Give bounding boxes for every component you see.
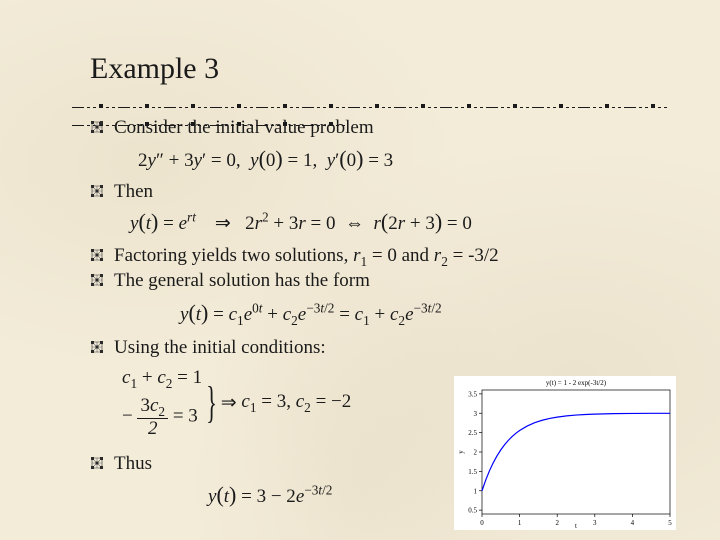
bullet-text: Using the initial conditions: bbox=[114, 336, 326, 360]
svg-text:1: 1 bbox=[474, 487, 478, 495]
bullet-item: Consider the initial value problem bbox=[90, 116, 374, 140]
svg-text:2: 2 bbox=[555, 519, 559, 527]
bullet-item: Using the initial conditions: bbox=[90, 336, 326, 360]
bullet-icon bbox=[90, 248, 104, 262]
bullet-text: Then bbox=[114, 180, 153, 204]
svg-text:0: 0 bbox=[480, 519, 484, 527]
bullet-icon bbox=[90, 120, 104, 134]
bullet-icon bbox=[90, 340, 104, 354]
svg-text:3: 3 bbox=[474, 410, 478, 418]
bullet-icon bbox=[90, 456, 104, 470]
svg-text:4: 4 bbox=[631, 519, 635, 527]
bullet-icon bbox=[90, 273, 104, 287]
equation-ode: 2y″ + 3y′ = 0, y(0) = 1, y′(0) = 3 bbox=[138, 146, 393, 172]
equation-final: y(t) = 3 − 2e−3t/2 bbox=[208, 482, 332, 508]
bullet-text: Thus bbox=[114, 452, 152, 476]
bullet-item: Then bbox=[90, 180, 153, 204]
svg-text:3.5: 3.5 bbox=[468, 390, 477, 398]
bullet-item: The general solution has the form bbox=[90, 269, 370, 293]
svg-text:2: 2 bbox=[474, 449, 478, 457]
svg-text:t: t bbox=[575, 522, 577, 530]
svg-text:0.5: 0.5 bbox=[468, 507, 477, 515]
bullet-icon bbox=[90, 184, 104, 198]
equation-ic: c1 + c2 = 1 − 3c22 = 3 } ⇒ c1 = 3, c2 = … bbox=[122, 368, 351, 438]
svg-text:1: 1 bbox=[518, 519, 522, 527]
bullet-text: Consider the initial value problem bbox=[114, 116, 374, 140]
page-title: Example 3 bbox=[90, 52, 219, 86]
solution-chart: 0 1 2 3 4 5 0.5 1 1.5 2 2.5 3 3.5 y(t) = 1 - 2 exp(-3… bbox=[454, 376, 676, 530]
bullet-text: The general solution has the form bbox=[114, 269, 370, 293]
svg-text:2.5: 2.5 bbox=[468, 429, 477, 437]
equation-char: y(t) = ert ⇒ 2r2 + 3r = 0 ⇔ r(2r + 3) = … bbox=[130, 209, 472, 235]
svg-text:5: 5 bbox=[668, 519, 672, 527]
bullet-item: Thus bbox=[90, 452, 152, 476]
equation-general: y(t) = c1e0t + c2e−3t/2 = c1 + c2e−3t/2 bbox=[180, 300, 442, 329]
bullet-item: Factoring yields two solutions, r1 = 0 a… bbox=[90, 244, 499, 270]
title-divider bbox=[72, 98, 670, 100]
svg-text:y: y bbox=[457, 450, 465, 454]
svg-text:y(t) = 1 - 2 exp(-3t/2): y(t) = 1 - 2 exp(-3t/2) bbox=[546, 379, 607, 387]
svg-text:1.5: 1.5 bbox=[468, 468, 477, 476]
svg-text:3: 3 bbox=[593, 519, 597, 527]
bullet-text: Factoring yields two solutions, r1 = 0 a… bbox=[114, 244, 499, 270]
